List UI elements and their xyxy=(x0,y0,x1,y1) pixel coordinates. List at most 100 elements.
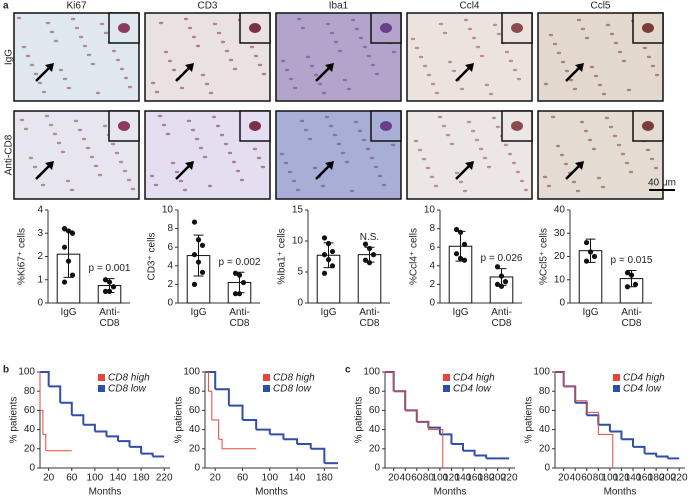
data-point xyxy=(591,253,598,260)
cell xyxy=(613,41,619,45)
panel-label: c xyxy=(345,365,351,376)
cell xyxy=(77,128,83,132)
cell xyxy=(421,157,427,161)
cell xyxy=(103,31,109,35)
cell xyxy=(373,165,379,169)
x-tick-label: 180 xyxy=(316,473,333,484)
survival-step xyxy=(269,433,285,440)
cell xyxy=(165,132,171,136)
cell xyxy=(130,187,136,191)
cell xyxy=(470,129,476,133)
survival-step xyxy=(656,455,669,459)
cell xyxy=(49,30,55,34)
y-tick-label: 20 xyxy=(369,443,381,454)
cell xyxy=(99,22,105,26)
data-point xyxy=(457,229,464,235)
cell xyxy=(589,65,595,69)
cell xyxy=(572,87,578,91)
y-axis-label: % patients xyxy=(174,397,185,444)
survival-step xyxy=(310,447,326,464)
x-tick-label: 180 xyxy=(133,473,150,484)
inset-cell xyxy=(249,121,261,131)
annotation: p = 0.002 xyxy=(219,257,261,268)
x-tick-label: 140 xyxy=(289,473,306,484)
cell xyxy=(624,161,630,165)
data-point xyxy=(453,251,460,257)
data-point xyxy=(628,272,635,278)
y-tick-label: 40 xyxy=(539,424,551,435)
cell xyxy=(516,77,522,81)
x-tick-label: 100 xyxy=(261,473,278,484)
cell xyxy=(154,90,160,94)
cell xyxy=(426,73,432,77)
cell xyxy=(37,81,43,85)
cell xyxy=(466,120,472,124)
cell xyxy=(515,170,521,174)
y-tick-label: 20 xyxy=(24,443,36,454)
cell xyxy=(357,129,363,133)
cell xyxy=(626,88,632,92)
cell xyxy=(429,175,435,179)
data-point xyxy=(370,252,377,258)
cell xyxy=(504,50,510,54)
cell xyxy=(654,73,660,77)
column-header: Iba1 xyxy=(329,1,349,12)
survival-step xyxy=(463,449,476,456)
survival-step xyxy=(60,401,73,416)
x-tick-label: 180 xyxy=(648,473,665,484)
legend-swatch xyxy=(613,385,620,392)
cell xyxy=(475,45,481,49)
cell xyxy=(204,82,210,86)
x-tick-label: Anti-CD8 xyxy=(491,307,512,329)
y-tick-label: 15 xyxy=(292,205,304,216)
cell xyxy=(523,188,529,192)
x-tick-label: 60 xyxy=(237,473,249,484)
cell xyxy=(609,32,615,36)
y-tick-label: 6 xyxy=(167,242,173,253)
legend-label: CD4 high xyxy=(453,373,495,384)
x-tick-label-box: IgG xyxy=(452,307,468,318)
cell xyxy=(16,16,22,20)
legend-swatch xyxy=(263,374,270,381)
cell xyxy=(81,137,87,141)
cell xyxy=(333,40,339,44)
data-point xyxy=(191,219,198,225)
column-header: Ccl5 xyxy=(590,1,610,12)
y-tick-label: 80 xyxy=(369,386,381,397)
cell xyxy=(174,170,180,174)
cell xyxy=(299,119,305,123)
x-tick-label-box: Anti-CD8 xyxy=(621,307,642,329)
cell xyxy=(86,53,92,57)
y-tick-label: 60 xyxy=(189,405,201,416)
cell xyxy=(512,68,518,72)
cell xyxy=(56,141,62,145)
survival-step xyxy=(129,445,143,454)
survival-step xyxy=(555,371,565,387)
inset-cell xyxy=(118,23,130,33)
cell xyxy=(211,115,217,119)
x-axis-label: Months xyxy=(434,487,467,498)
y-tick-label: 40 xyxy=(189,424,201,435)
cell xyxy=(283,161,289,165)
cell xyxy=(48,123,54,127)
scale-bar-label: 40 μm xyxy=(648,178,676,189)
cell xyxy=(40,183,46,187)
legend-swatch xyxy=(263,385,270,392)
x-tick-label: 20 xyxy=(210,473,222,484)
y-tick-label: 30 xyxy=(554,228,566,239)
cell xyxy=(474,138,480,142)
cell xyxy=(445,133,451,137)
y-tick-label: 4 xyxy=(429,260,435,271)
cell xyxy=(212,22,218,26)
cell xyxy=(507,152,513,156)
cell xyxy=(454,171,460,175)
survival-step xyxy=(40,371,50,387)
data-point xyxy=(624,270,631,276)
cell xyxy=(508,59,514,63)
cell xyxy=(563,162,569,166)
x-tick-label: IgG xyxy=(190,307,207,318)
data-point xyxy=(65,228,72,234)
data-point xyxy=(321,270,328,276)
cell xyxy=(488,92,494,96)
